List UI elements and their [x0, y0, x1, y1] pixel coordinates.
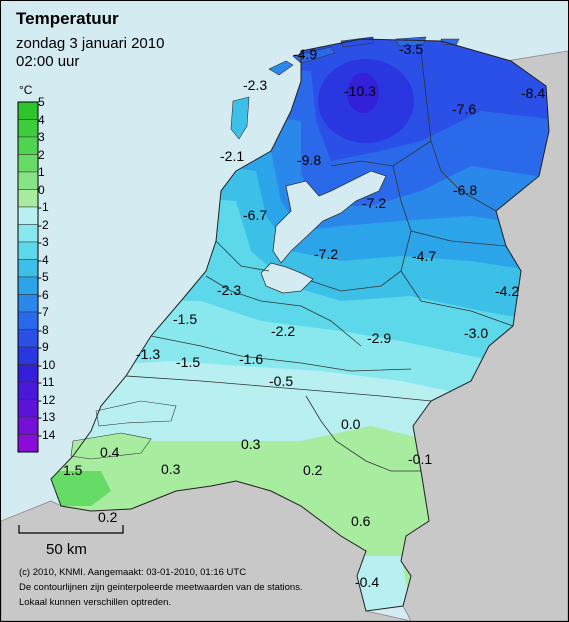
legend-tick-label: 4 — [38, 112, 45, 127]
legend-tick-label: -4 — [38, 252, 49, 267]
legend-tick-label: -10 — [38, 357, 56, 372]
legend-tick-label: 0 — [38, 182, 45, 197]
station-value: -2.9 — [367, 330, 392, 346]
station-value: -4.9 — [293, 46, 318, 62]
legend-swatch — [17, 101, 39, 120]
legend-tick-label: -3 — [38, 235, 49, 249]
station-value: -3.5 — [399, 41, 424, 57]
station-value: -1.5 — [176, 354, 201, 370]
legend-tick-label: -2 — [38, 217, 49, 232]
station-value: -2.3 — [243, 77, 268, 93]
legend-tick-label: -5 — [38, 270, 49, 284]
legend-tick-label: 1 — [38, 165, 45, 179]
station-value: -1.5 — [173, 311, 198, 327]
station-value: -0.1 — [408, 451, 433, 467]
legend-color-bar — [17, 101, 39, 453]
legend-tick-label: -12 — [38, 392, 56, 407]
legend-tick-label: -14 — [38, 427, 56, 442]
legend-swatch — [17, 206, 39, 225]
legend-swatch — [17, 276, 39, 295]
station-value: 0.3 — [241, 436, 261, 452]
legend-swatch — [17, 329, 39, 348]
station-value: 1.5 — [63, 462, 83, 478]
station-value: -2.3 — [217, 282, 242, 298]
legend-swatch — [17, 171, 39, 190]
station-value: -9.8 — [297, 152, 322, 168]
station-value: -0.5 — [269, 373, 294, 389]
station-value: -7.6 — [452, 101, 477, 117]
legend-tick-label: 5 — [38, 95, 45, 109]
footer-note-2: Lokaal kunnen verschillen optreden. — [19, 597, 172, 608]
legend-outline — [17, 101, 39, 453]
legend-tick-label: -8 — [38, 322, 49, 337]
legend-tick-label: -1 — [38, 200, 49, 214]
legend-swatch — [17, 189, 39, 208]
legend-swatch — [17, 136, 39, 155]
station-value: 0.2 — [98, 509, 118, 525]
vlieland-island — [268, 60, 294, 76]
map-time: 02:00 uur — [16, 53, 80, 70]
legend-swatch — [17, 416, 39, 435]
station-value: -0.4 — [355, 574, 380, 590]
legend-swatch — [17, 346, 39, 365]
legend-unit: °C — [19, 83, 33, 97]
legend-swatch — [17, 241, 39, 260]
station-value: 0.2 — [303, 462, 323, 478]
province-boundaries — [125, 50, 514, 472]
legend-tick-label: -6 — [38, 287, 49, 302]
legend-tick-label: -13 — [38, 410, 56, 424]
footer-note-1: De contourlijnen zijn geinterpoleerde me… — [19, 582, 303, 593]
legend-tick-label: -9 — [38, 340, 49, 354]
ijsselmeer — [272, 170, 387, 264]
map-date: zondag 3 januari 2010 — [16, 35, 165, 52]
legend-swatch — [17, 311, 39, 330]
station-value: 0.3 — [161, 461, 181, 477]
station-value: -10.3 — [344, 83, 376, 99]
station-value: -3.0 — [464, 325, 489, 341]
station-value: -1.3 — [136, 346, 161, 362]
station-value: -2.2 — [271, 323, 296, 339]
legend-swatch — [17, 399, 39, 418]
station-value: -6.7 — [243, 207, 268, 223]
legend-swatch — [17, 224, 39, 243]
texel-island — [230, 96, 250, 140]
station-value: -8.4 — [521, 85, 546, 101]
legend-swatch — [17, 294, 39, 313]
scale-bar-label: 50 km — [46, 541, 87, 558]
station-value: -7.2 — [314, 246, 339, 262]
station-value: 0.4 — [100, 444, 120, 460]
legend-tick-label: 3 — [38, 130, 45, 144]
legend-swatch — [17, 154, 39, 173]
zeeland-island-north — [95, 400, 177, 427]
legend-swatch — [17, 119, 39, 138]
station-value: -6.8 — [453, 182, 478, 198]
legend-tick-label: -11 — [38, 375, 55, 389]
netherlands-outline — [50, 38, 550, 612]
station-value: -4.7 — [412, 248, 437, 264]
station-value: -4.2 — [495, 283, 520, 299]
station-value: -1.6 — [239, 351, 264, 367]
station-value: -7.2 — [362, 195, 387, 211]
terschelling-island — [292, 46, 336, 64]
station-value: 0.0 — [341, 416, 361, 432]
legend-swatch — [17, 259, 39, 278]
copyright-text: (c) 2010, KNMI. Aangemaakt: 03-01-2010, … — [19, 567, 247, 578]
legend-tick-label: 2 — [38, 147, 45, 162]
legend-swatch — [17, 364, 39, 383]
station-value: -2.1 — [220, 148, 245, 164]
schiermonnikoog-island — [395, 36, 427, 47]
station-value: 0.6 — [351, 513, 371, 529]
legend-tick-label: -7 — [38, 305, 49, 319]
markermeer — [260, 262, 314, 294]
legend-swatch — [17, 381, 39, 400]
legend-swatch — [17, 434, 39, 453]
scale-bar-line — [18, 525, 124, 534]
map-title: Temperatuur — [16, 9, 119, 28]
zeeland-island-mid — [70, 432, 152, 460]
